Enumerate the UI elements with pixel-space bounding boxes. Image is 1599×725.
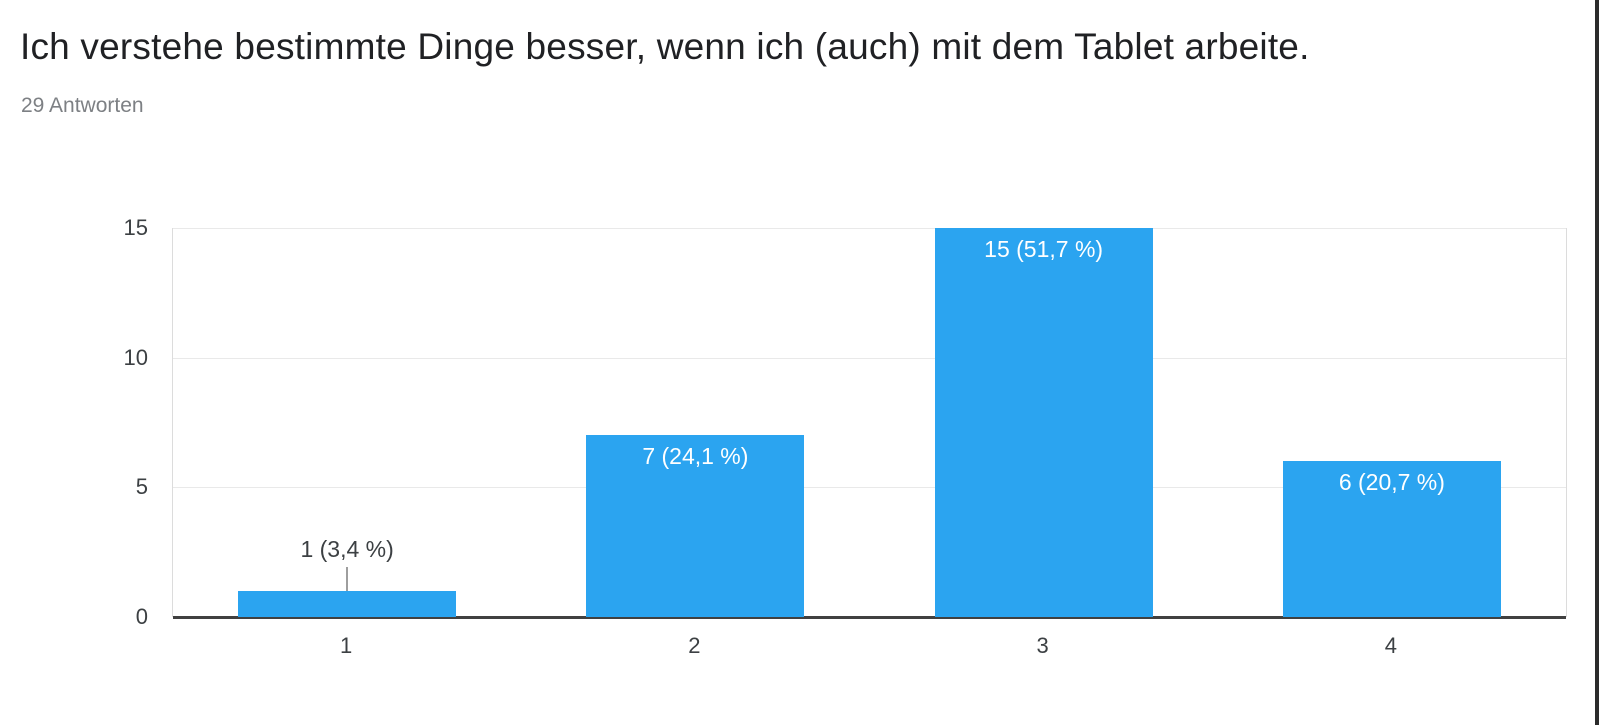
- question-title: Ich verstehe bestimmte Dinge besser, wen…: [20, 26, 1310, 67]
- y-axis-tick-label: 0: [135, 604, 148, 629]
- y-axis-tick-label: 10: [123, 344, 148, 370]
- bar-category-3: 15 (51,7 %): [934, 228, 1153, 617]
- bar-category-4: 6 (20,7 %): [1282, 461, 1501, 617]
- bar-value-label: 1 (3,4 %): [300, 536, 394, 563]
- bar-value-label: 7 (24,1 %): [642, 443, 749, 470]
- x-axis-tick-label: 2: [688, 633, 701, 658]
- x-axis-baseline: [173, 616, 1566, 619]
- screen-right-edge: [1595, 0, 1599, 725]
- bar-category-2: 7 (24,1 %): [586, 435, 805, 617]
- x-axis-tick-label: 1: [340, 633, 353, 658]
- y-axis-tick-label: 15: [123, 215, 148, 240]
- gridline-y-15: [173, 228, 1566, 229]
- gridline-y-5: [173, 487, 1566, 489]
- bar-label-callout-line: [346, 567, 349, 592]
- bar-value-label: 15 (51,7 %): [984, 236, 1104, 262]
- x-axis-tick-label: 3: [1036, 633, 1049, 658]
- answer-count: 29 Antworten: [21, 94, 144, 117]
- bar-chart-plot-area: 1 (3,4 %) 7 (24,1 %) 15 (51,7 %) 6 (20,7 %): [172, 228, 1567, 619]
- gridline-y-10: [173, 357, 1566, 359]
- y-axis-tick-label: 5: [135, 474, 148, 500]
- bar-value-label: 6 (20,7 %): [1338, 469, 1445, 496]
- x-axis-tick-label: 4: [1384, 633, 1397, 658]
- bar-category-1: [238, 591, 457, 617]
